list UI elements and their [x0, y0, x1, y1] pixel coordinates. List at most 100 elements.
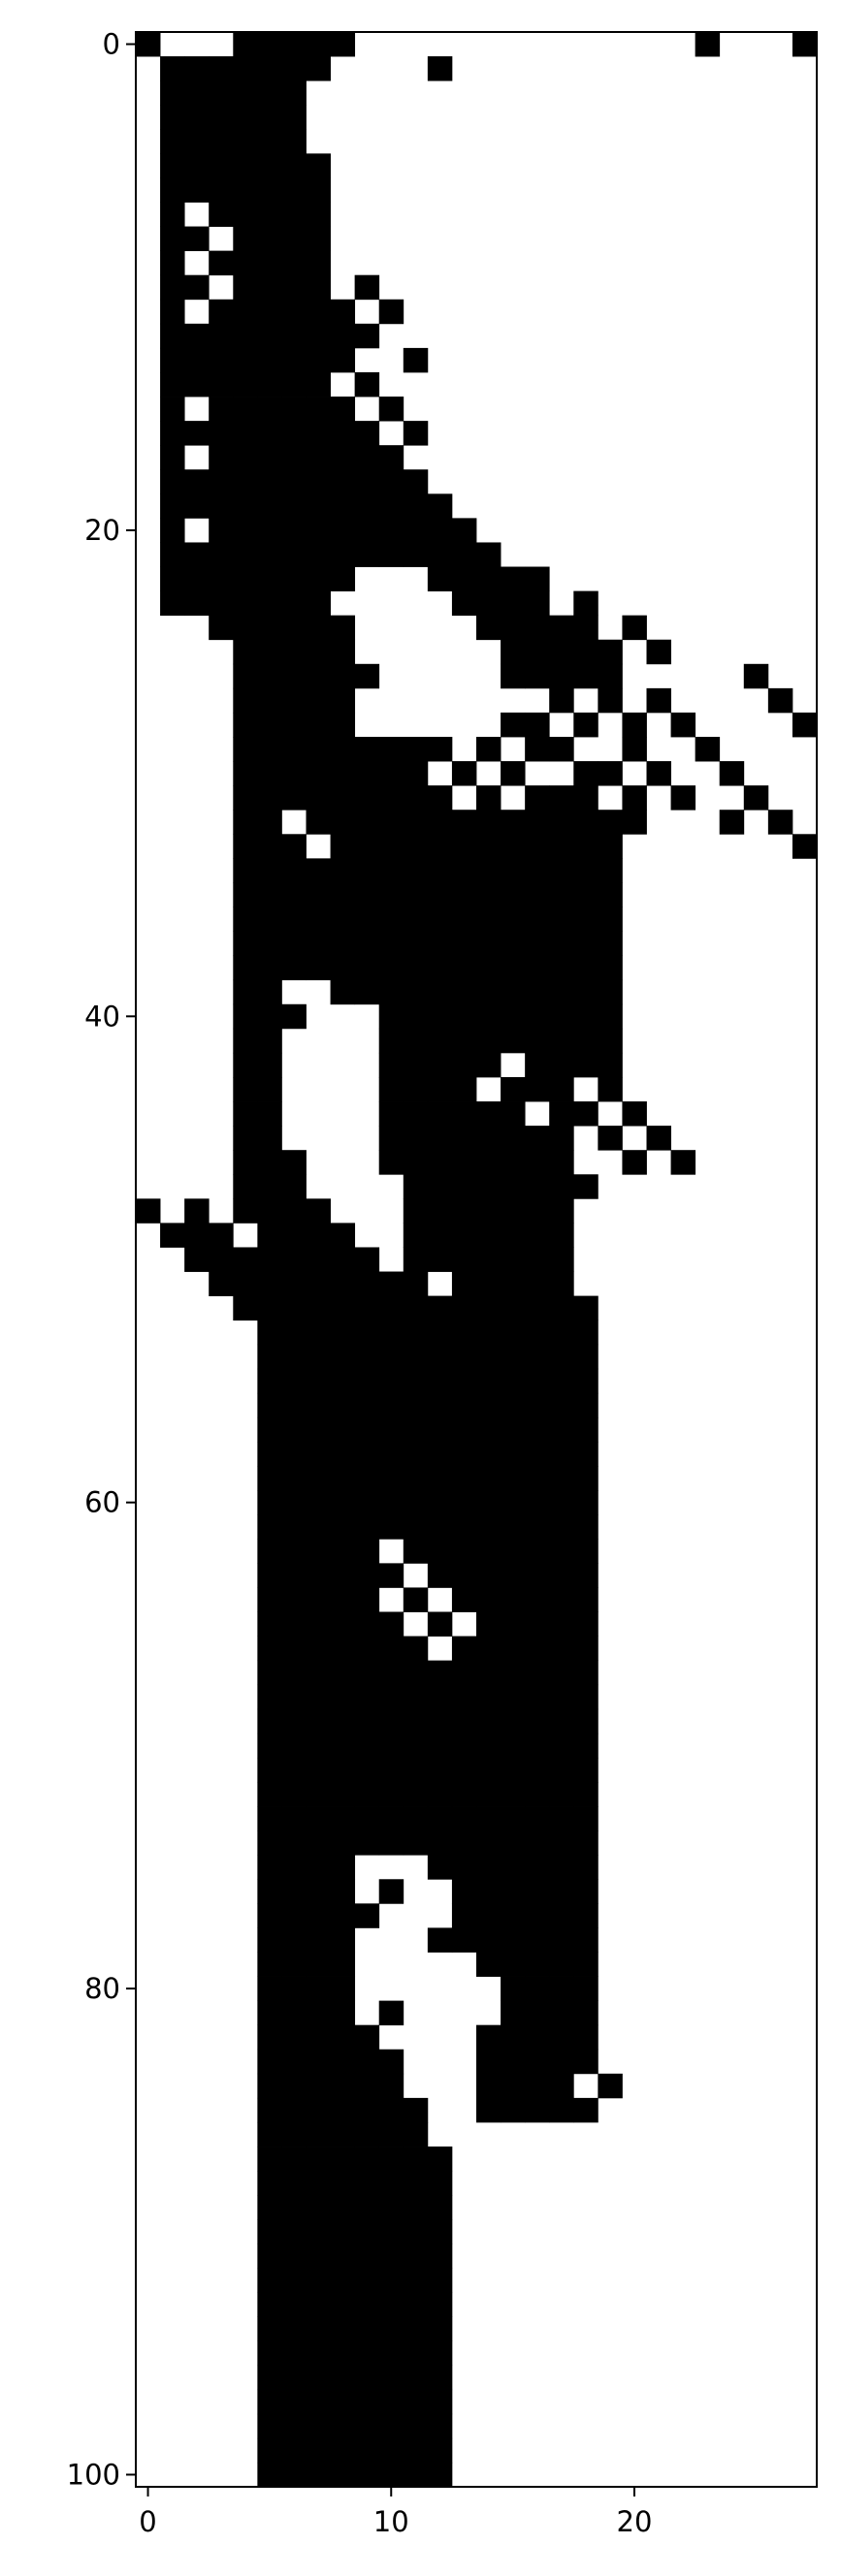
y-tick-label: 40: [84, 1000, 120, 1033]
heatmap-cell: [354, 1660, 380, 1686]
heatmap-cell: [573, 2049, 598, 2075]
heatmap-cell: [378, 2462, 404, 2488]
heatmap-cell: [354, 1416, 380, 1443]
heatmap-cell: [525, 1344, 550, 1370]
heatmap-cell: [403, 931, 429, 957]
heatmap-cell: [501, 1563, 526, 1588]
heatmap-cell: [354, 274, 380, 301]
heatmap-cell: [160, 226, 185, 252]
heatmap-cell: [257, 1927, 282, 1953]
heatmap-cell: [330, 1295, 356, 1321]
heatmap-cell: [476, 1757, 501, 1783]
heatmap-cell: [209, 177, 234, 203]
heatmap-cell: [257, 2437, 282, 2464]
heatmap-cell: [501, 1392, 526, 1418]
y-tick-label: 80: [84, 1972, 120, 2005]
heatmap-cell: [573, 1320, 598, 1346]
heatmap-cell: [281, 2171, 307, 2196]
heatmap-cell: [403, 518, 429, 543]
heatmap-cell: [378, 2121, 404, 2147]
heatmap-cell: [501, 979, 526, 1005]
heatmap-cell: [403, 1392, 429, 1418]
heatmap-cell: [573, 1611, 598, 1637]
heatmap-cell: [209, 1223, 234, 1248]
heatmap-cell: [160, 566, 185, 591]
heatmap-cell: [257, 1781, 282, 1807]
heatmap-cell: [306, 153, 331, 178]
heatmap-cell: [281, 274, 307, 301]
heatmap-cell: [306, 1466, 331, 1491]
heatmap-cell: [403, 1368, 429, 1394]
heatmap-cell: [501, 1781, 526, 1807]
heatmap-cell: [573, 931, 598, 957]
heatmap-cell: [257, 737, 282, 762]
heatmap-cell: [501, 1952, 526, 1977]
heatmap-cell: [451, 1295, 477, 1321]
heatmap-cell: [427, 1466, 453, 1491]
heatmap-cell: [403, 1320, 429, 1346]
heatmap-cell: [233, 931, 258, 957]
heatmap-cell: [476, 810, 501, 835]
heatmap-cell: [403, 2195, 429, 2220]
heatmap-cell: [573, 1830, 598, 1856]
heatmap-cell: [427, 1611, 453, 1637]
heatmap-cell: [306, 2049, 331, 2075]
heatmap-cell: [476, 1174, 501, 1199]
heatmap-cell: [233, 323, 258, 349]
heatmap-cell: [403, 1636, 429, 1662]
heatmap-cell: [257, 542, 282, 567]
heatmap-cell: [330, 1320, 356, 1346]
heatmap-cell: [403, 1344, 429, 1370]
heatmap-cell: [160, 1223, 185, 1248]
heatmap-cell: [160, 105, 185, 130]
heatmap-cell: [525, 615, 550, 641]
heatmap-cell: [378, 1733, 404, 1759]
heatmap-cell: [306, 1442, 331, 1467]
heatmap-cell: [306, 2437, 331, 2464]
heatmap-cell: [525, 1806, 550, 1831]
heatmap-cell: [525, 785, 550, 811]
heatmap-cell: [281, 493, 307, 519]
heatmap-cell: [403, 2462, 429, 2488]
heatmap-cell: [306, 2316, 331, 2341]
heatmap-cell: [451, 542, 477, 567]
heatmap-cell: [451, 1052, 477, 1078]
heatmap-cell: [281, 1247, 307, 1272]
heatmap-cell: [257, 153, 282, 178]
heatmap-cell: [598, 906, 623, 932]
heatmap-cell: [281, 542, 307, 567]
heatmap-cell: [573, 1392, 598, 1418]
heatmap-cell: [184, 590, 210, 617]
heatmap-cell: [330, 931, 356, 957]
heatmap-cell: [501, 639, 526, 665]
heatmap-cell: [233, 663, 258, 689]
heatmap-cell: [354, 1806, 380, 1831]
heatmap-cell: [451, 955, 477, 981]
heatmap-cell: [476, 1466, 501, 1491]
heatmap-cell: [257, 615, 282, 641]
heatmap-cell: [403, 1708, 429, 1734]
heatmap-cell: [306, 274, 331, 301]
heatmap-cell: [281, 2000, 307, 2026]
heatmap-cell: [451, 761, 477, 786]
heatmap-cell: [573, 2000, 598, 2026]
heatmap-cell: [451, 810, 477, 835]
heatmap-cell: [330, 1903, 356, 1928]
heatmap-cell: [476, 566, 501, 591]
heatmap-cell: [378, 1295, 404, 1321]
heatmap-cell: [257, 1976, 282, 2002]
heatmap-cell: [549, 615, 574, 641]
heatmap-cell: [354, 1830, 380, 1856]
heatmap-cell: [403, 2413, 429, 2439]
heatmap-cell: [427, 1052, 453, 1078]
heatmap-cell: [306, 1611, 331, 1637]
heatmap-cell: [451, 1466, 477, 1491]
heatmap-cell: [160, 493, 185, 519]
heatmap-cell: [306, 323, 331, 349]
heatmap-cell: [306, 445, 331, 470]
heatmap-cell: [378, 1416, 404, 1443]
heatmap-cell: [209, 397, 234, 422]
heatmap-cell: [646, 1126, 671, 1151]
heatmap-cell: [573, 810, 598, 835]
heatmap-cell: [573, 1708, 598, 1734]
